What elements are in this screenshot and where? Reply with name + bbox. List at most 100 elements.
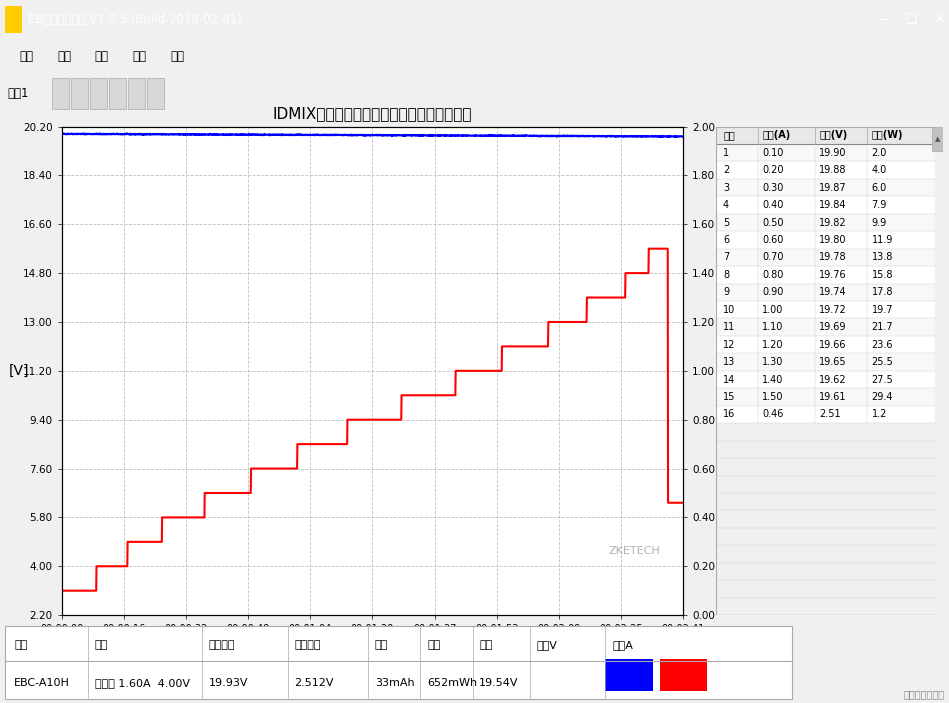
Bar [716,354,935,371]
Bar [716,283,935,301]
Text: EBC-A10H: EBC-A10H [14,678,70,688]
Text: 15: 15 [723,392,735,402]
Bar [716,231,935,249]
Bar [716,179,935,196]
Bar [128,78,145,108]
Text: 2: 2 [723,165,729,175]
Text: 27.5: 27.5 [871,375,893,385]
Text: 19.87: 19.87 [819,183,847,193]
Text: ZKETECH: ZKETECH [608,546,661,557]
Text: 6.0: 6.0 [871,183,886,193]
Bar [90,78,107,108]
Bar [716,371,935,388]
Text: 1.20: 1.20 [762,340,784,349]
Bar [716,144,935,162]
Bar [71,78,88,108]
Bar [716,214,935,231]
Text: 19.7: 19.7 [871,305,893,315]
Text: 19.93V: 19.93V [209,678,249,688]
Text: 0.90: 0.90 [762,288,784,297]
Text: 13.8: 13.8 [871,252,893,262]
Text: 电压(V): 电压(V) [819,130,847,141]
Text: 1.40: 1.40 [762,375,784,385]
Text: 系统: 系统 [57,50,71,63]
Text: 0.40: 0.40 [762,200,784,210]
Text: [V]: [V] [9,364,29,378]
Title: IDMIX氮化镓双模充充电宝模式最大电流测试: IDMIX氮化镓双模充充电宝模式最大电流测试 [272,106,473,121]
Text: 19.84: 19.84 [819,200,847,210]
Text: 0.30: 0.30 [762,183,784,193]
Text: 16: 16 [723,409,735,420]
Text: 电流(A): 电流(A) [762,130,791,141]
Text: 19.66: 19.66 [819,340,847,349]
Text: 5: 5 [723,217,729,228]
Text: 1.2: 1.2 [871,409,887,420]
Text: ✕: ✕ [934,13,945,26]
Text: 29.4: 29.4 [871,392,893,402]
Text: 文件: 文件 [19,50,33,63]
Text: —: — [876,13,889,26]
Text: 0.46: 0.46 [762,409,784,420]
Text: 值得什么值得买: 值得什么值得买 [903,689,944,699]
Text: EB测试系统软件 V1.8.5 (Build 2018-02-01): EB测试系统软件 V1.8.5 (Build 2018-02-01) [28,13,242,26]
Text: 4.0: 4.0 [871,165,886,175]
Text: ▲: ▲ [935,136,940,142]
Text: 8: 8 [723,270,729,280]
Bar [716,249,935,266]
Text: ❑: ❑ [905,13,917,26]
Text: 0.20: 0.20 [762,165,784,175]
Text: 15.8: 15.8 [871,270,893,280]
Text: 9.9: 9.9 [871,217,886,228]
Text: 起始电压: 起始电压 [209,640,235,650]
Text: 7: 7 [723,252,729,262]
Text: 19.62: 19.62 [819,375,847,385]
Bar [716,196,935,214]
Text: 19.82: 19.82 [819,217,847,228]
Text: 曲线V: 曲线V [536,640,557,650]
Text: 设置: 设置 [133,50,147,63]
Text: 1.30: 1.30 [762,357,784,367]
Text: 2.512V: 2.512V [294,678,334,688]
Text: 2.0: 2.0 [871,148,887,157]
Bar [605,659,653,691]
Text: 1: 1 [723,148,729,157]
Text: 0.50: 0.50 [762,217,784,228]
Text: 4: 4 [723,200,729,210]
Bar [716,162,935,179]
Text: 19.80: 19.80 [819,235,847,245]
Text: 3: 3 [723,183,729,193]
Text: 序号: 序号 [723,130,735,141]
Bar [716,406,935,423]
Bar [932,127,943,151]
Text: 19.61: 19.61 [819,392,847,402]
Text: 19.74: 19.74 [819,288,847,297]
Text: 1.10: 1.10 [762,322,784,333]
Bar [716,388,935,406]
Text: 19.54V: 19.54V [479,678,519,688]
Text: 设备1: 设备1 [8,86,29,100]
Text: 容量: 容量 [375,640,388,650]
Bar [5,626,792,699]
Text: [A]: [A] [730,364,751,378]
Text: 25.5: 25.5 [871,357,893,367]
Bar [109,78,126,108]
Text: 帮助: 帮助 [171,50,185,63]
Text: 2.51: 2.51 [819,409,841,420]
Text: 19.72: 19.72 [819,305,847,315]
Text: 0.80: 0.80 [762,270,784,280]
Text: 模式: 模式 [95,640,108,650]
Bar [716,127,935,144]
Text: 7.9: 7.9 [871,200,887,210]
Text: 0.10: 0.10 [762,148,784,157]
Text: 19.90: 19.90 [819,148,847,157]
Bar [716,301,935,318]
Text: 恒流放 1.60A  4.00V: 恒流放 1.60A 4.00V [95,678,190,688]
Text: 终止电压: 终止电压 [294,640,321,650]
Text: 19.76: 19.76 [819,270,847,280]
Text: 19.78: 19.78 [819,252,847,262]
Text: 14: 14 [723,375,735,385]
Text: 1.00: 1.00 [762,305,784,315]
Text: 能量: 能量 [427,640,440,650]
Bar [52,78,69,108]
Text: 功率(W): 功率(W) [871,130,902,141]
